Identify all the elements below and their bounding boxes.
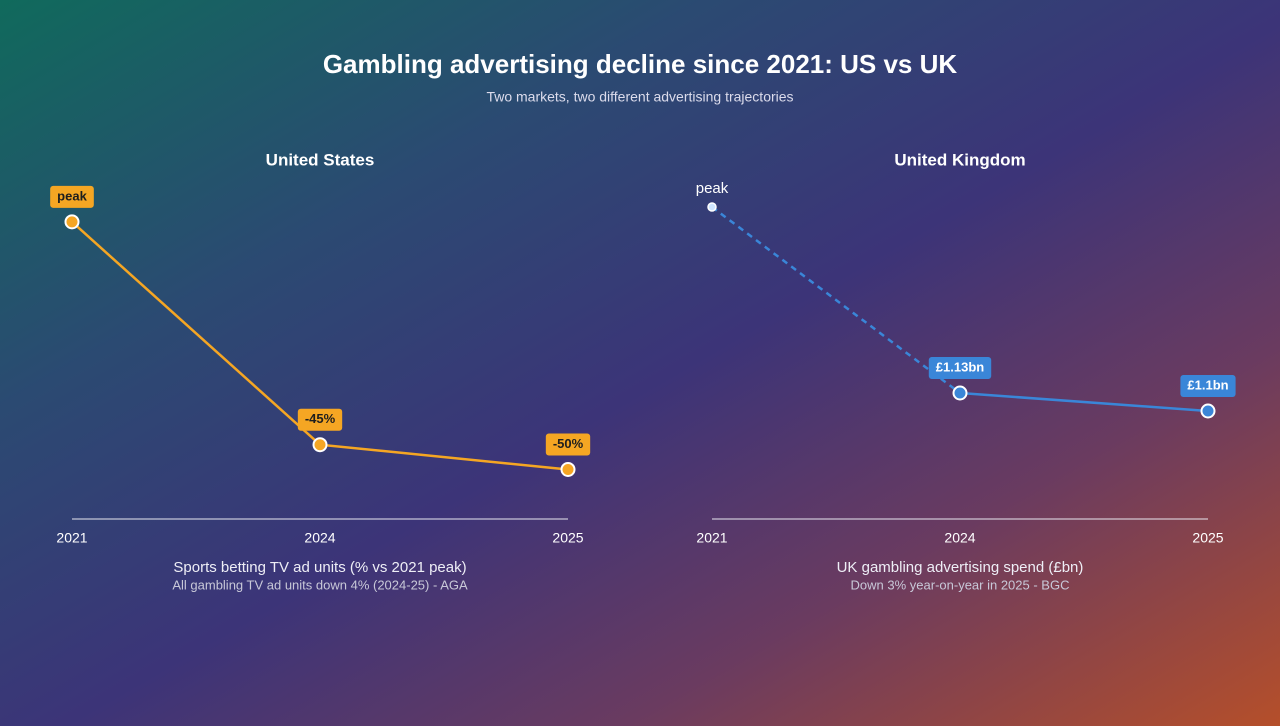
line [711,206,961,394]
subtitle: Two markets, two different advertising t… [486,89,793,105]
label-badge [297,408,343,431]
line [71,220,569,471]
value-label: -45% [305,411,336,426]
value-label: peak [57,188,87,203]
value-label: peak [696,180,729,197]
axis-label: UK gambling advertising spend (£bn) [837,559,1084,576]
x-tick-label: 2024 [944,530,975,546]
label-badge [545,433,591,456]
label-badge [928,357,992,379]
x-tick-label: 2021 [56,530,87,546]
source-note: All gambling TV ad units down 4% (2024-2… [172,577,468,592]
point [560,461,576,477]
x-tick-label: 2025 [1192,530,1223,546]
title: Gambling advertising decline since 2021:… [323,49,958,79]
axis-label: Sports betting TV ad units (% vs 2021 pe… [173,559,466,576]
point [952,385,968,401]
value-label: £1.13bn [936,359,984,374]
value-label: £1.1bn [1187,377,1228,392]
label-badge [50,185,94,208]
source-note: Down 3% year-on-year in 2025 - BGC [851,577,1070,592]
panel-title: United States [266,150,375,169]
point [1200,403,1216,419]
point [64,214,80,230]
x-tick-label: 2025 [552,530,583,546]
x-tick-label: 2021 [696,530,727,546]
point [707,202,717,212]
label-badge [1180,375,1236,397]
point [312,437,328,453]
x-tick-label: 2024 [304,530,335,546]
line [959,391,1209,413]
value-label: -50% [553,436,584,451]
panel-title: United Kingdom [894,150,1025,169]
